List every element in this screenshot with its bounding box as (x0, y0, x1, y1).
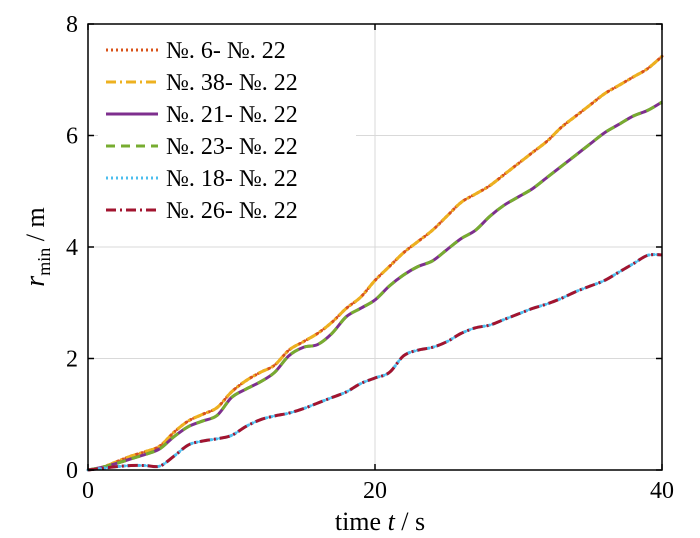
legend: №. 6- №. 22 №. 38- №. 22 №. 21- №. 22 №. 23… (98, 30, 356, 226)
series-line-2 (87, 55, 663, 472)
series-lines (86, 54, 664, 472)
legend-label-3: №. 21- №. 22 (166, 102, 298, 128)
legend-label-5: №. 18- №. 22 (166, 166, 298, 192)
y-tick-label: 2 (66, 347, 78, 373)
axis-ticks: 0 20 40 0 2 4 6 8 (66, 12, 674, 504)
x-tick-label: 40 (650, 478, 674, 504)
y-tick-label: 6 (66, 124, 78, 150)
x-axis-label: time t / s (335, 507, 425, 536)
series-line-6 (87, 253, 663, 472)
legend-label-2: №. 38- №. 22 (166, 70, 298, 96)
y-axis-label-suffix: / m (21, 207, 50, 247)
y-axis-label: rmin / m (20, 207, 54, 286)
x-axis-label-prefix: time (335, 507, 388, 536)
x-axis-label-suffix: / s (395, 507, 425, 536)
x-tick-label: 0 (82, 478, 94, 504)
legend-label-6: №. 26- №. 22 (166, 198, 298, 224)
y-axis-label-sub: min (34, 248, 54, 276)
y-axis-label-var: r (20, 276, 51, 287)
legend-label-1: №. 6- №. 22 (166, 38, 286, 64)
x-axis-label-var: t (388, 507, 396, 536)
y-tick-label: 8 (66, 12, 78, 38)
legend-label-4: №. 23- №. 22 (166, 134, 298, 160)
series-line-4 (87, 100, 663, 472)
legend-box (98, 30, 356, 226)
x-tick-label: 20 (363, 478, 387, 504)
y-tick-label: 4 (66, 235, 78, 261)
y-tick-label: 0 (66, 458, 78, 484)
